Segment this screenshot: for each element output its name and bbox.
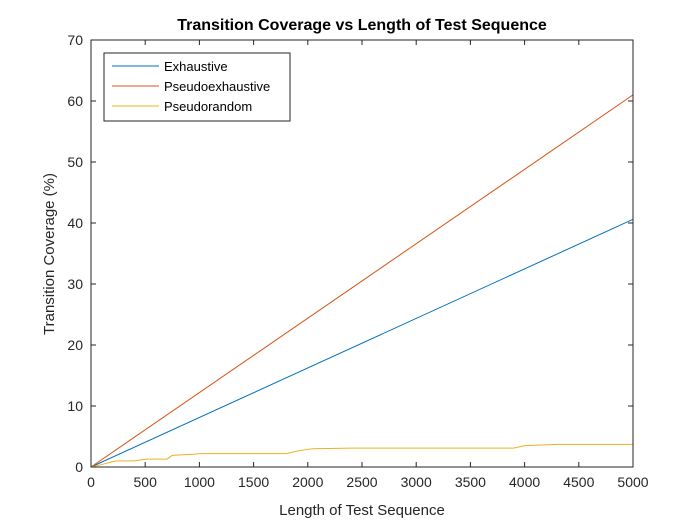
series-line-pseudorandom — [90, 443, 633, 468]
y-tick-label: 40 — [67, 215, 83, 231]
x-tick-label: 2000 — [292, 474, 323, 490]
y-tick-label: 50 — [67, 154, 83, 170]
series-line-pseudoexhaustive — [90, 94, 634, 468]
y-tick-label: 60 — [67, 93, 83, 109]
legend-label-exhaustive: Exhaustive — [164, 59, 228, 74]
x-tick-label: 1000 — [184, 474, 215, 490]
x-tick-label: 4500 — [563, 474, 594, 490]
x-tick-label: 4000 — [509, 474, 540, 490]
x-tick-label: 3000 — [401, 474, 432, 490]
y-axis-label: Transition Coverage (%) — [41, 173, 58, 335]
x-tick-label: 0 — [87, 474, 95, 490]
y-tick-label: 20 — [67, 337, 83, 353]
series-line-exhaustive — [90, 218, 634, 468]
y-tick-label: 10 — [67, 398, 83, 414]
x-axis-label: Length of Test Sequence — [279, 502, 445, 519]
x-tick-label: 500 — [134, 474, 158, 490]
axes: 0 500 1000 1500 2000 2500 3000 3500 4000 4500 5000… — [67, 32, 648, 490]
x-tick-label: 3500 — [455, 474, 486, 490]
chart-title: Transition Coverage vs Length of Test Se… — [177, 17, 547, 34]
y-tick-label: 30 — [67, 276, 83, 292]
x-tick-label: 2500 — [346, 474, 377, 490]
x-tick-label: 5000 — [617, 474, 648, 490]
legend-box — [103, 52, 291, 122]
legend-label-pseudorandom: Pseudorandom — [164, 99, 252, 114]
y-tick-label: 70 — [67, 32, 83, 48]
legend-label-pseudoexhaustive: Pseudoexhaustive — [164, 79, 270, 94]
x-tick-label: 1500 — [238, 474, 269, 490]
y-tick-label: 0 — [75, 459, 83, 475]
legend: Exhaustive Pseudoexhaustive Pseudorandom — [103, 52, 291, 122]
series-lines — [90, 94, 634, 468]
